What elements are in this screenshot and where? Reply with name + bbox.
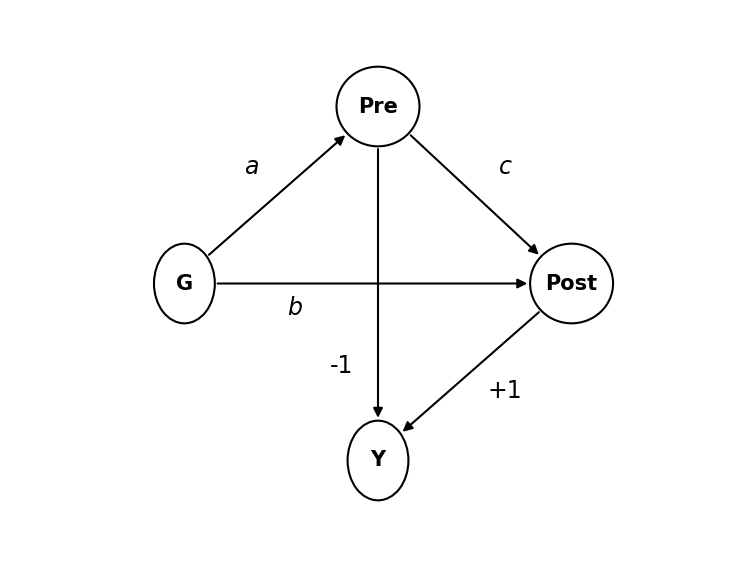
Text: Y: Y	[370, 451, 386, 471]
Text: -1: -1	[330, 354, 354, 378]
Ellipse shape	[348, 421, 408, 500]
Ellipse shape	[530, 244, 613, 323]
Text: a: a	[243, 155, 258, 179]
Ellipse shape	[336, 67, 420, 146]
Text: +1: +1	[488, 379, 522, 403]
Ellipse shape	[154, 244, 215, 323]
Text: Pre: Pre	[358, 96, 398, 116]
Text: b: b	[287, 297, 302, 320]
Text: Post: Post	[546, 273, 598, 294]
Text: G: G	[176, 273, 193, 294]
Text: c: c	[499, 155, 512, 179]
